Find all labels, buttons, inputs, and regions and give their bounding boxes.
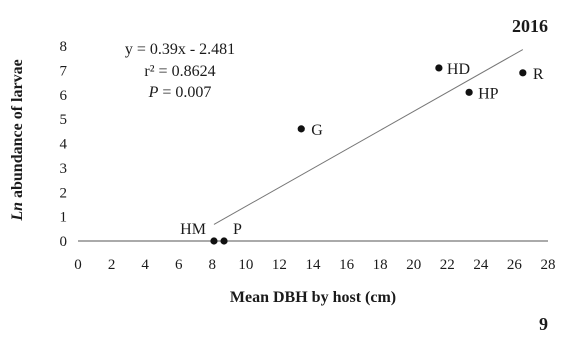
y-tick-label: 8 bbox=[60, 39, 68, 55]
x-axis-ticks: 0 2 4 6 8 10 12 14 16 18 20 22 24 26 28 bbox=[74, 257, 555, 273]
x-tick-label: 6 bbox=[175, 257, 183, 273]
x-tick-label: 12 bbox=[272, 257, 287, 273]
panel-number: 9 bbox=[539, 314, 548, 334]
x-tick-label: 10 bbox=[238, 257, 253, 273]
trendline bbox=[213, 49, 524, 225]
x-axis-title: Mean DBH by host (cm) bbox=[230, 289, 396, 306]
p-value-text: P = 0.007 bbox=[148, 84, 212, 101]
point-label-hd: HD bbox=[447, 61, 470, 78]
y-tick-label: 1 bbox=[60, 210, 68, 226]
x-tick-label: 28 bbox=[541, 257, 556, 273]
x-tick-label: 24 bbox=[473, 257, 489, 273]
y-tick-label: 6 bbox=[60, 88, 68, 104]
x-tick-label: 18 bbox=[373, 257, 388, 273]
data-points: HM P G HD HP R bbox=[180, 61, 544, 245]
point-label-r: R bbox=[533, 66, 544, 83]
x-tick-label: 0 bbox=[74, 257, 82, 273]
point-label-hp: HP bbox=[478, 85, 499, 102]
y-axis-title: Ln abundance of larvae bbox=[9, 59, 26, 221]
point-label-p: P bbox=[233, 221, 242, 238]
y-tick-label: 3 bbox=[60, 161, 68, 177]
x-tick-label: 20 bbox=[406, 257, 421, 273]
equation-text: y = 0.39x - 2.481 bbox=[125, 41, 235, 58]
year-label: 2016 bbox=[512, 16, 548, 36]
data-point-r bbox=[519, 69, 527, 77]
point-label-hm: HM bbox=[180, 221, 206, 238]
y-tick-label: 5 bbox=[60, 112, 68, 128]
data-point-hm bbox=[210, 237, 218, 245]
y-tick-label: 0 bbox=[60, 234, 68, 250]
point-label-g: G bbox=[311, 122, 323, 139]
x-tick-label: 8 bbox=[209, 257, 217, 273]
data-point-hd bbox=[435, 64, 443, 72]
x-tick-label: 16 bbox=[339, 257, 355, 273]
data-point-g bbox=[297, 125, 305, 133]
x-tick-label: 22 bbox=[440, 257, 455, 273]
y-tick-label: 7 bbox=[60, 63, 68, 79]
x-tick-label: 14 bbox=[306, 257, 322, 273]
data-point-hp bbox=[465, 88, 473, 96]
data-point-p bbox=[220, 237, 228, 245]
y-tick-label: 2 bbox=[60, 185, 68, 201]
y-tick-label: 4 bbox=[60, 137, 68, 153]
x-tick-label: 4 bbox=[141, 257, 149, 273]
x-tick-label: 26 bbox=[507, 257, 523, 273]
r-squared-text: r² = 0.8624 bbox=[144, 63, 215, 80]
y-axis-ticks: 0 1 2 3 4 5 6 7 8 bbox=[60, 39, 68, 250]
x-tick-label: 2 bbox=[108, 257, 116, 273]
